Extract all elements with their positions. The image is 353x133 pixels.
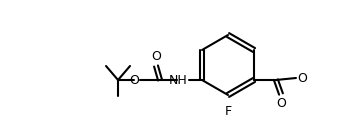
Text: O: O bbox=[276, 97, 286, 110]
Text: NH: NH bbox=[168, 74, 187, 86]
Text: F: F bbox=[225, 105, 232, 118]
Text: O: O bbox=[129, 74, 139, 86]
Text: O: O bbox=[297, 72, 307, 84]
Text: O: O bbox=[151, 50, 161, 63]
